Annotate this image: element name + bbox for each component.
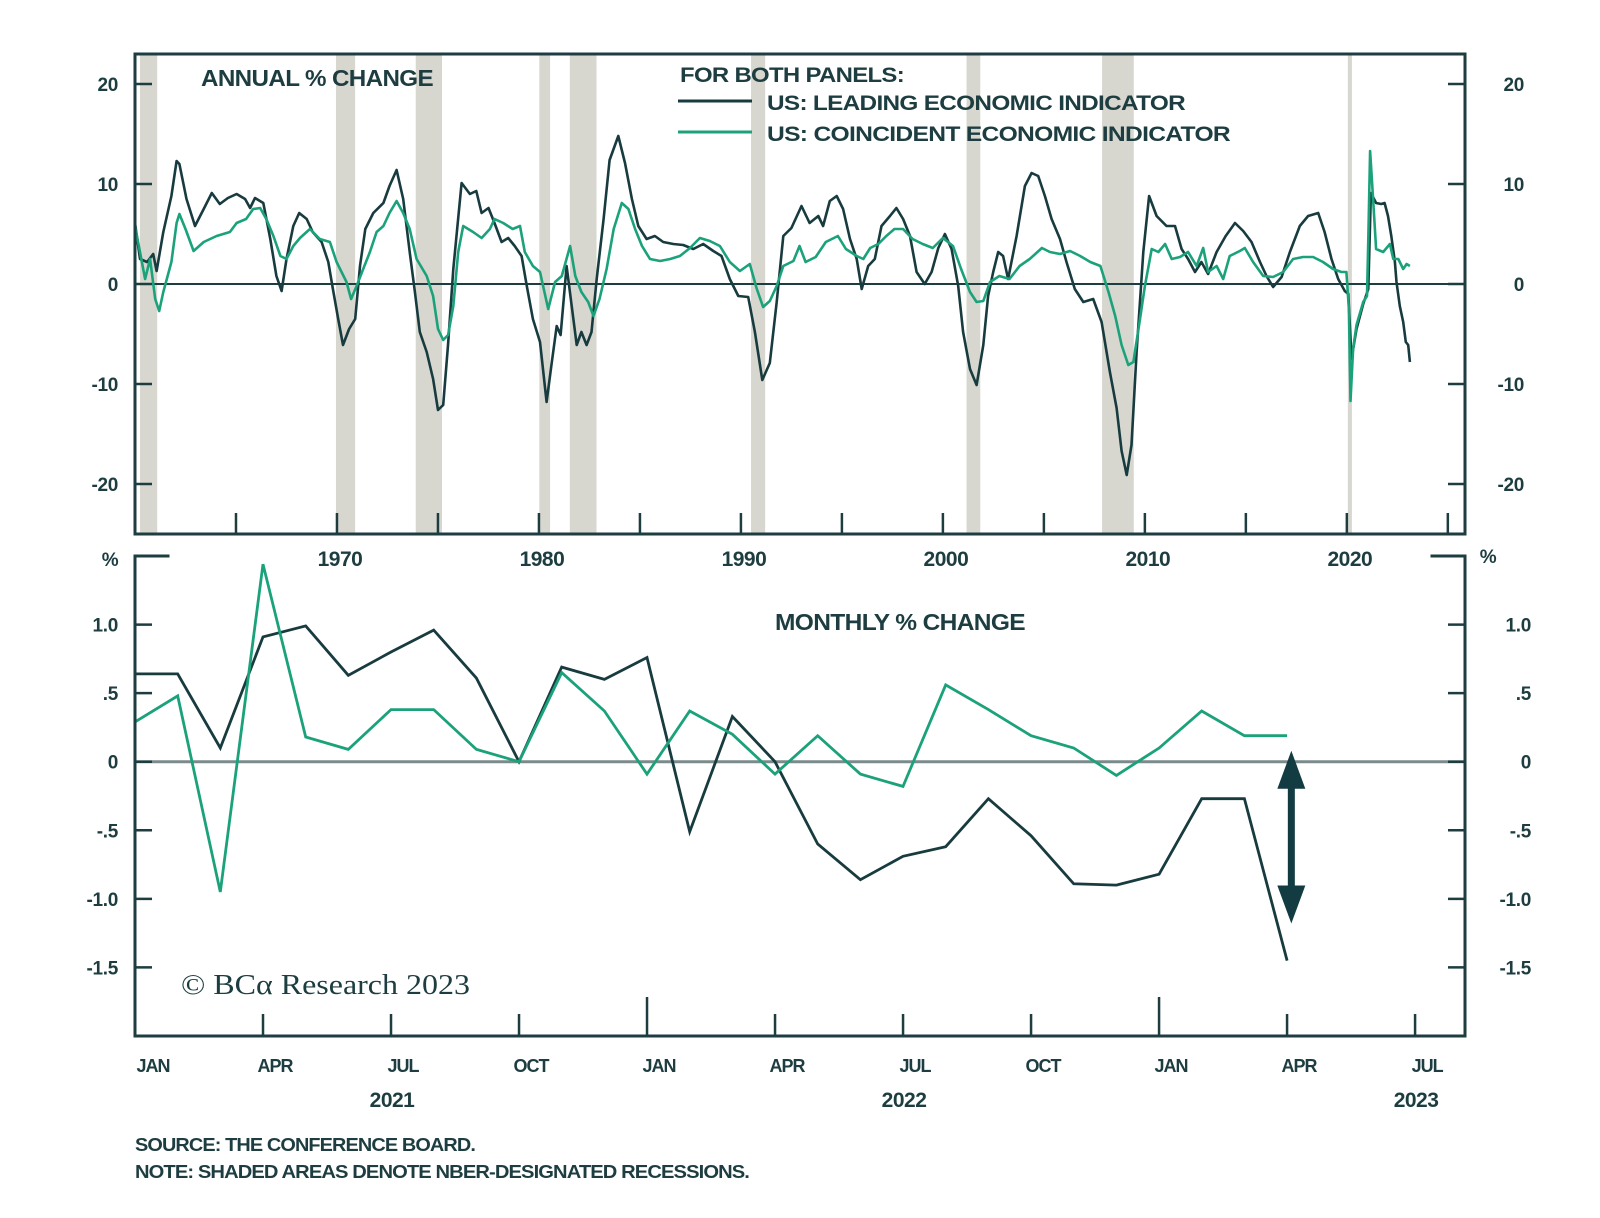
arrow-head-up-icon [1277, 750, 1306, 789]
y-tick-label-left: -20 [91, 475, 118, 496]
y-tick-label-right: 0 [1521, 753, 1531, 774]
y-tick-label-left: -1.0 [86, 890, 118, 911]
monthly-panel: 1.0 1.0 .5 .5 0 0 -.5 -.5 -1.0 -1.0 -1.5 -1.5 JAN APR… [86, 547, 1532, 1112]
recession-band [415, 54, 443, 534]
y-tick-label-right: -20 [1497, 475, 1524, 496]
recession-note: NOTE: SHADED AREAS DENOTE NBER-DESIGNATE… [135, 1162, 749, 1182]
monthly-panel-title: MONTHLY % CHANGE [775, 609, 1025, 635]
x-tick-label: OCT [514, 1056, 550, 1076]
legend: FOR BOTH PANELS: US: LEADING ECONOMIC IN… [678, 64, 1231, 146]
annual-panel-frame [133, 52, 1467, 536]
y-unit-label-left: % [102, 550, 119, 571]
recession-band [1102, 54, 1134, 534]
y-tick-label-right: 20 [1503, 75, 1524, 96]
monthly-series-line-coincident [134, 563, 1288, 893]
x-tick-label: 1990 [722, 548, 767, 571]
legend-label-leading: US: LEADING ECONOMIC INDICATOR [767, 92, 1186, 115]
annual-series-group [133, 134, 1412, 477]
y-tick-label-left: -10 [91, 375, 118, 396]
recession-band [966, 54, 981, 534]
legend-heading: FOR BOTH PANELS: [680, 64, 904, 87]
recession-band [1347, 54, 1352, 534]
monthly-axes: 1.0 1.0 .5 .5 0 0 -.5 -.5 -1.0 -1.0 -1.5 -1.5 JAN APR… [86, 616, 1532, 1112]
source-note: SOURCE: THE CONFERENCE BOARD. [135, 1135, 475, 1155]
annual-panel-title: ANNUAL % CHANGE [201, 65, 433, 91]
double-arrow-annotation [1277, 750, 1306, 924]
y-tick-label-right: .5 [1516, 684, 1532, 705]
x-tick-label: OCT [1026, 1056, 1062, 1076]
y-tick-label-left: 20 [97, 75, 118, 96]
y-tick-label-right: -.5 [1510, 821, 1532, 842]
x-tick-label: JAN [643, 1056, 676, 1076]
x-tick-label: 1970 [318, 548, 363, 571]
y-tick-label-right: 1.0 [1505, 616, 1531, 637]
x-tick-label: 2000 [924, 548, 969, 571]
x-year-label: 2023 [1394, 1089, 1439, 1112]
y-tick-label-right: -10 [1497, 375, 1524, 396]
y-tick-label-right: -1.5 [1499, 958, 1531, 979]
y-unit-label-right: % [1480, 547, 1497, 568]
monthly-series-group [134, 563, 1289, 961]
annual-series-line-coincident [133, 149, 1411, 403]
x-tick-label: JUL [900, 1056, 932, 1076]
x-year-label: 2021 [370, 1089, 416, 1112]
y-tick-label-left: .5 [103, 684, 119, 705]
recession-band [140, 54, 158, 534]
x-year-label: 2022 [882, 1089, 927, 1112]
y-tick-label-left: -1.5 [86, 958, 118, 979]
monthly-series-line-leading [135, 624, 1289, 961]
x-tick-label: 2020 [1327, 548, 1372, 571]
annual-series-line-leading [133, 134, 1412, 477]
y-tick-label-left: 10 [97, 175, 118, 196]
monthly-panel-frame [133, 554, 1467, 1038]
x-tick-label: JAN [136, 1056, 169, 1076]
y-tick-label-left: 0 [108, 275, 118, 296]
x-tick-label: JUL [1412, 1056, 1444, 1076]
y-tick-label-left: -.5 [97, 821, 119, 842]
x-tick-label: APR [1282, 1056, 1318, 1076]
y-tick-label-left: 1.0 [92, 616, 118, 637]
x-tick-label: 2010 [1126, 548, 1171, 571]
x-tick-label: 1980 [520, 548, 565, 571]
x-tick-label: JUL [388, 1056, 420, 1076]
y-tick-label-right: -1.0 [1499, 890, 1531, 911]
x-tick-label: APR [770, 1056, 806, 1076]
y-tick-label-left: 0 [108, 753, 118, 774]
bca-research-watermark: © BCα Research 2023 [181, 969, 470, 1001]
legend-label-coincident: US: COINCIDENT ECONOMIC INDICATOR [767, 123, 1230, 146]
x-tick-label: JAN [1155, 1056, 1188, 1076]
y-tick-label-right: 0 [1514, 275, 1524, 296]
y-tick-label-right: 10 [1503, 175, 1524, 196]
recession-band [335, 54, 356, 534]
arrow-head-down-icon [1277, 885, 1306, 924]
x-tick-label: APR [257, 1056, 293, 1076]
